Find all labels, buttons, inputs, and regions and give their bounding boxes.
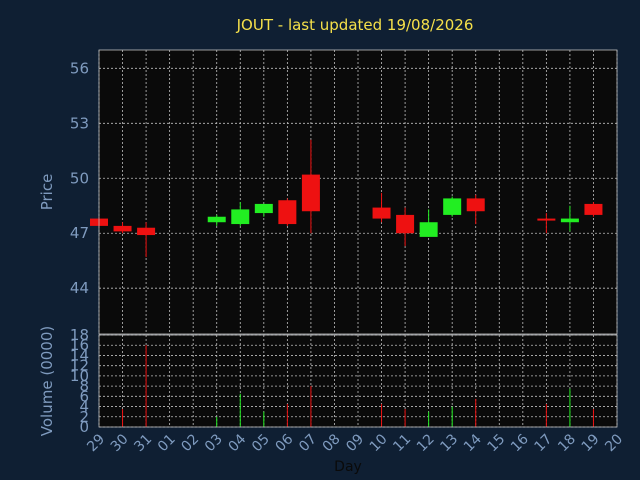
candle-body [231, 209, 250, 225]
candle-body [537, 218, 556, 221]
x-tick-label: 05 [249, 431, 273, 455]
x-tick-label: 17 [532, 431, 556, 455]
volume-tick-label: 0 [79, 418, 89, 436]
x-tick-label: 02 [178, 431, 202, 455]
volume-tick-label: 4 [79, 398, 89, 416]
price-tick-label: 56 [70, 59, 89, 77]
grid-lines [98, 50, 618, 428]
volume-panel-border [98, 334, 618, 428]
x-tick-label: 09 [343, 431, 367, 455]
price-tick-label: 50 [70, 169, 89, 187]
x-tick-label: 01 [155, 431, 179, 455]
x-tick-label: 30 [108, 431, 132, 455]
candle-body [419, 222, 438, 237]
x-tick-label: 31 [131, 431, 155, 455]
volume-tick-label: 14 [70, 346, 89, 364]
candle-body [443, 198, 462, 215]
candle-body [278, 200, 297, 225]
price-axis-label: Price [38, 174, 56, 211]
volume-tick-label: 2 [79, 408, 89, 426]
x-tick-label: 19 [579, 431, 603, 455]
x-tick-label: 10 [367, 431, 391, 455]
volume-axis-label: Volume (0000) [38, 326, 56, 436]
candle-body [560, 218, 579, 223]
x-tick-label: 03 [202, 431, 226, 455]
candle-body [254, 203, 273, 214]
x-tick-label: 18 [555, 431, 579, 455]
x-tick-label: 14 [461, 431, 485, 455]
candle-body [584, 203, 603, 215]
x-tick-label: 15 [484, 431, 508, 455]
volume-tick-label: 12 [70, 357, 89, 375]
volume-tick-label: 18 [70, 326, 89, 344]
candle-body [301, 174, 320, 212]
x-tick-label: 13 [437, 431, 461, 455]
x-tick-label: 08 [320, 431, 344, 455]
volume-tick-label: 10 [70, 367, 89, 385]
price-panel-border [98, 49, 618, 335]
volume-tick-label: 16 [70, 336, 89, 354]
x-axis-label: Day [334, 459, 362, 475]
candle-body [396, 214, 415, 234]
price-tick-label: 44 [70, 279, 89, 297]
x-tick-label: 16 [508, 431, 532, 455]
candle-body [466, 198, 485, 212]
x-tick-label: 06 [273, 431, 297, 455]
chart-title: JOUT - last updated 19/08/2026 [236, 16, 474, 34]
x-tick-label: 11 [390, 431, 414, 455]
price-tick-label: 53 [70, 114, 89, 132]
x-tick-label: 04 [225, 431, 249, 455]
price-tick-label: 47 [70, 224, 89, 242]
x-tick-label: 12 [414, 431, 438, 455]
candle-body [113, 225, 132, 232]
candle-body [137, 227, 156, 236]
volume-tick-label: 6 [79, 387, 89, 405]
volume-bars [122, 345, 594, 427]
candle-body [372, 207, 391, 219]
candle-body [207, 216, 226, 223]
volume-tick-label: 8 [79, 377, 89, 395]
x-tick-label: 20 [602, 431, 626, 455]
x-tick-label: 07 [296, 431, 320, 455]
